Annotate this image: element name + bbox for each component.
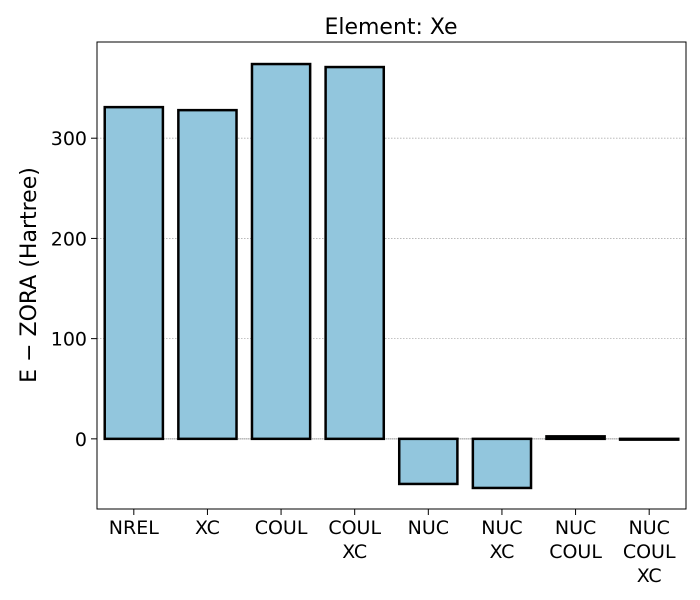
y-tick-label: 100	[51, 329, 87, 351]
y-axis-ticks: 0 100 200 300	[51, 128, 97, 451]
bar-nuc	[397, 437, 459, 486]
bar-xc	[177, 108, 238, 441]
x-tick-label: XC	[195, 517, 220, 539]
x-tick-label: COUL	[255, 517, 308, 539]
x-tick-label: NUC COUL XC	[623, 517, 676, 587]
x-tick-label: NUC XC	[481, 517, 522, 563]
y-tick-label: 0	[75, 429, 87, 451]
y-axis-label: E − ZORA (Hartree)	[17, 167, 42, 383]
x-tick-label: NUC COUL	[549, 517, 602, 563]
plot-frame	[96, 41, 687, 510]
x-tick-label: NREL	[109, 517, 159, 539]
y-tick-label: 200	[51, 228, 87, 250]
bar-nrel	[103, 105, 165, 441]
bar-nuc-coul	[545, 435, 606, 441]
bar-coul	[250, 62, 312, 441]
x-tick-label: NUC	[408, 517, 449, 539]
y-tick-label: 300	[51, 128, 87, 150]
x-tick-label: COUL XC	[328, 517, 381, 563]
chart-title: Element: Xe	[324, 15, 457, 40]
bars	[103, 62, 680, 490]
bar-nuc-coul-xc	[618, 437, 680, 441]
x-axis-ticks: NREL XC COUL COUL XC NUC NUC XC NUC COUL NUC COUL XC	[109, 509, 676, 587]
grid-lines	[97, 137, 686, 340]
bar-coul-xc	[324, 65, 386, 441]
bar-nuc-xc	[471, 437, 533, 490]
